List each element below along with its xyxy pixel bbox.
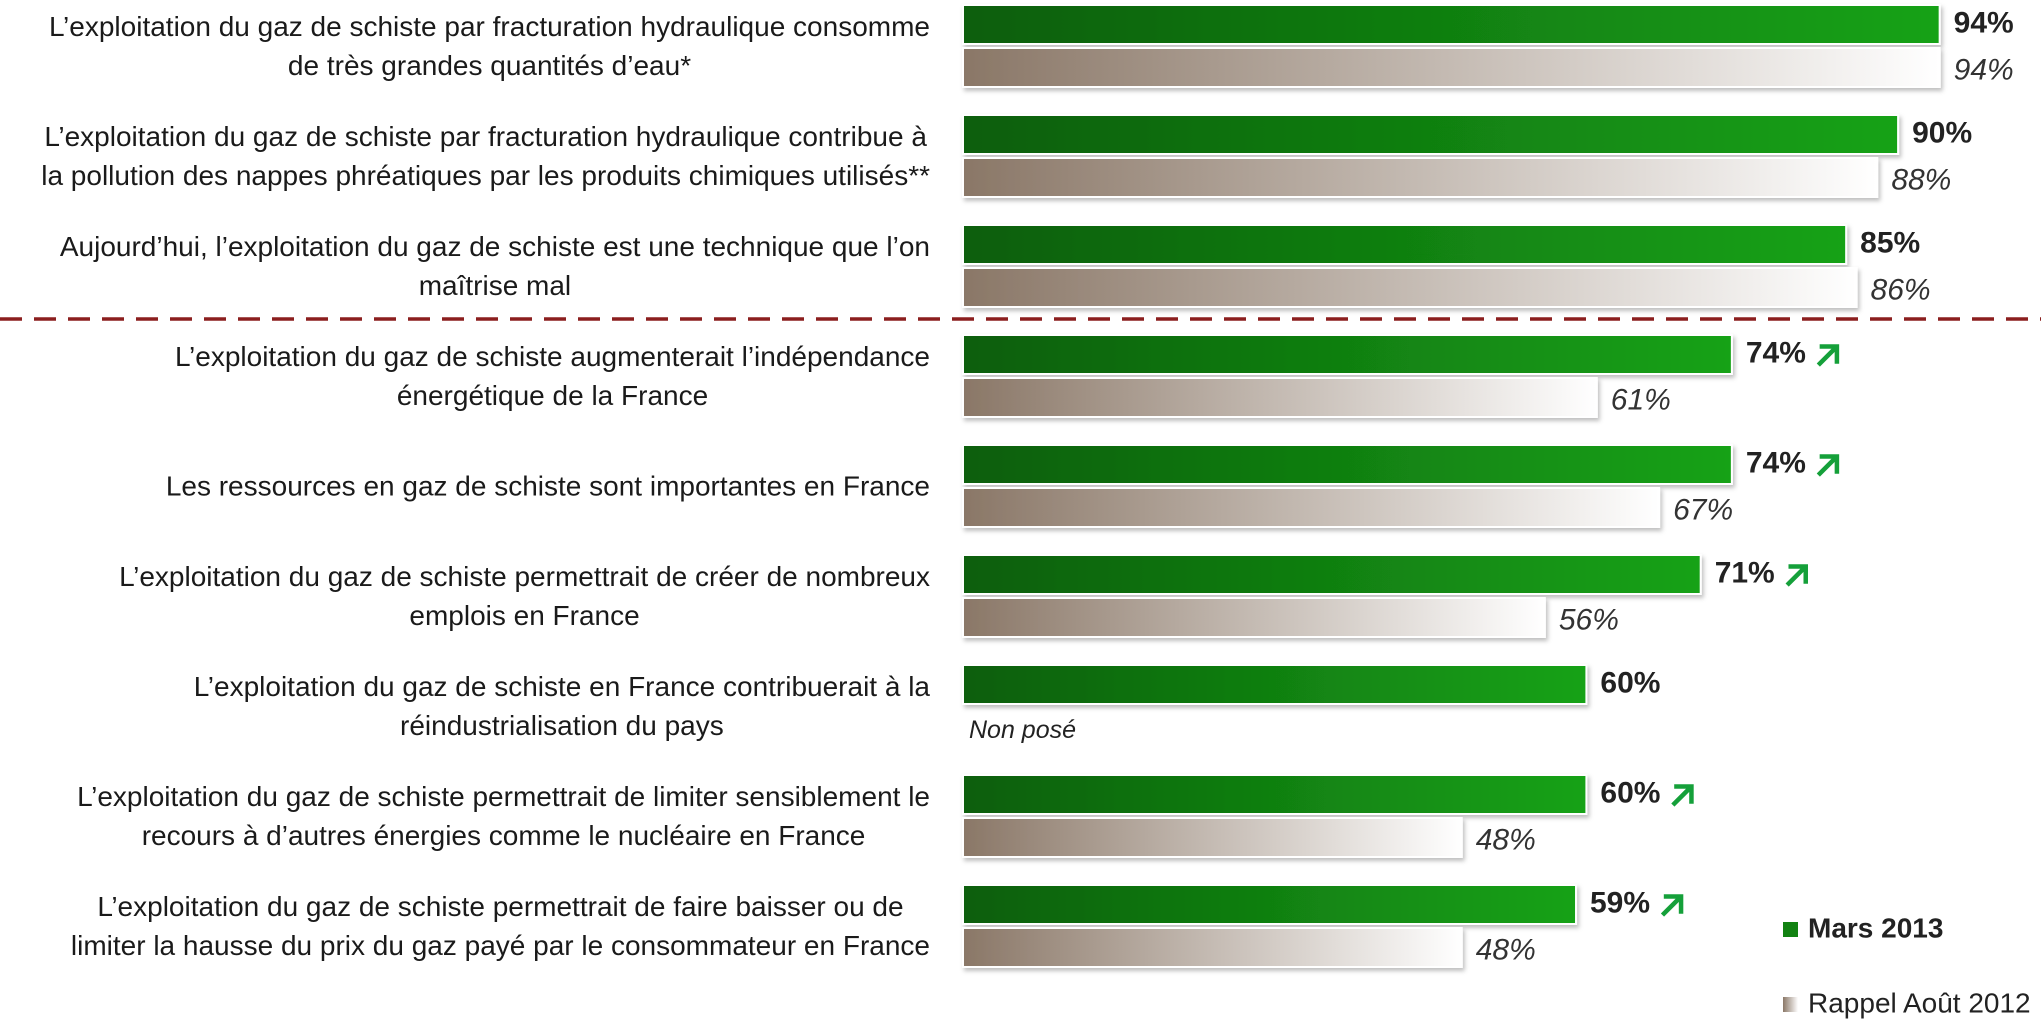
category-label-line: L’exploitation du gaz de schiste en Fran… bbox=[193, 671, 930, 702]
category-label-line: limiter la hausse du prix du gaz payé pa… bbox=[70, 930, 930, 961]
value-label: 94% bbox=[1954, 6, 2014, 39]
category-label: L’exploitation du gaz de schiste par fra… bbox=[41, 117, 930, 195]
category-label-line: L’exploitation du gaz de schiste permett… bbox=[97, 891, 904, 922]
bar bbox=[962, 817, 1463, 858]
category-label-line: recours à d’autres énergies comme le nuc… bbox=[141, 820, 866, 851]
bar bbox=[962, 774, 1588, 815]
na-label: Non posé bbox=[969, 716, 1076, 744]
legend-label: Rappel Août 2012 bbox=[1808, 987, 2031, 1018]
category-label-line: L’exploitation du gaz de schiste augment… bbox=[175, 341, 930, 372]
category-label: L’exploitation du gaz de schiste en Fran… bbox=[194, 667, 930, 745]
bar bbox=[962, 334, 1733, 375]
value-label: 60% bbox=[1600, 666, 1660, 699]
bar bbox=[962, 114, 1900, 155]
bar bbox=[962, 267, 1858, 308]
bar bbox=[962, 664, 1588, 705]
bar bbox=[962, 444, 1733, 485]
category-label: Aujourd’hui, l’exploitation du gaz de sc… bbox=[60, 227, 930, 305]
bar bbox=[962, 47, 1941, 88]
bar bbox=[962, 927, 1463, 968]
bar bbox=[962, 157, 1879, 198]
bar bbox=[962, 377, 1598, 418]
value-label: 86% bbox=[1871, 273, 1931, 306]
value-label: 56% bbox=[1559, 603, 1619, 636]
category-label: L’exploitation du gaz de schiste par fra… bbox=[49, 7, 930, 85]
bar bbox=[962, 554, 1702, 595]
value-label: 67% bbox=[1673, 493, 1733, 526]
value-label: 60% bbox=[1600, 776, 1660, 809]
legend-swatch bbox=[1783, 922, 1798, 937]
category-label-line: réindustrialisation du pays bbox=[400, 710, 724, 741]
bar bbox=[962, 224, 1848, 265]
legend-label: Mars 2013 bbox=[1808, 912, 1943, 943]
category-label-line: L’exploitation du gaz de schiste permett… bbox=[77, 781, 930, 812]
value-label: 94% bbox=[1954, 53, 2014, 86]
value-label: 85% bbox=[1860, 226, 1920, 259]
increase-arrow bbox=[1671, 784, 1694, 807]
value-label: 48% bbox=[1476, 933, 1536, 966]
value-label: 90% bbox=[1912, 116, 1972, 149]
bar bbox=[962, 487, 1661, 528]
value-label: 61% bbox=[1611, 383, 1671, 416]
bar bbox=[962, 4, 1941, 45]
category-label-line: de très grandes quantités d’eau* bbox=[287, 50, 692, 81]
category-label-line: Les ressources en gaz de schiste sont im… bbox=[165, 470, 930, 502]
increase-arrow bbox=[1816, 344, 1840, 367]
value-label: 74% bbox=[1746, 446, 1806, 479]
value-label: 48% bbox=[1476, 823, 1536, 856]
value-label: 88% bbox=[1891, 163, 1951, 196]
value-label: 74% bbox=[1746, 336, 1806, 369]
category-label-line: emplois en France bbox=[409, 600, 640, 631]
category-label-line: Aujourd’hui, l’exploitation du gaz de sc… bbox=[59, 231, 930, 262]
increase-arrow bbox=[1785, 564, 1808, 587]
category-label-line: L’exploitation du gaz de schiste par fra… bbox=[44, 121, 927, 152]
category-label: L’exploitation du gaz de schiste augment… bbox=[175, 337, 930, 415]
increase-arrow bbox=[1816, 454, 1840, 477]
category-label-line: maîtrise mal bbox=[418, 270, 572, 301]
bar bbox=[962, 597, 1546, 638]
legend-swatch bbox=[1783, 997, 1798, 1012]
category-label-line: la pollution des nappes phréatiques par … bbox=[41, 160, 930, 191]
category-label-line: énergétique de la France bbox=[396, 380, 709, 411]
category-label-line: L’exploitation du gaz de schiste permett… bbox=[119, 561, 930, 592]
category-label: Les ressources en gaz de schiste sont im… bbox=[166, 467, 930, 506]
category-label: L’exploitation du gaz de schiste permett… bbox=[119, 557, 930, 635]
category-label: L’exploitation du gaz de schiste permett… bbox=[71, 887, 930, 965]
value-label: 71% bbox=[1715, 556, 1775, 589]
category-label-line: L’exploitation du gaz de schiste par fra… bbox=[49, 11, 930, 42]
increase-arrow bbox=[1660, 894, 1684, 917]
category-label: L’exploitation du gaz de schiste permett… bbox=[77, 777, 930, 855]
value-label: 59% bbox=[1590, 886, 1650, 919]
bar bbox=[962, 884, 1578, 925]
